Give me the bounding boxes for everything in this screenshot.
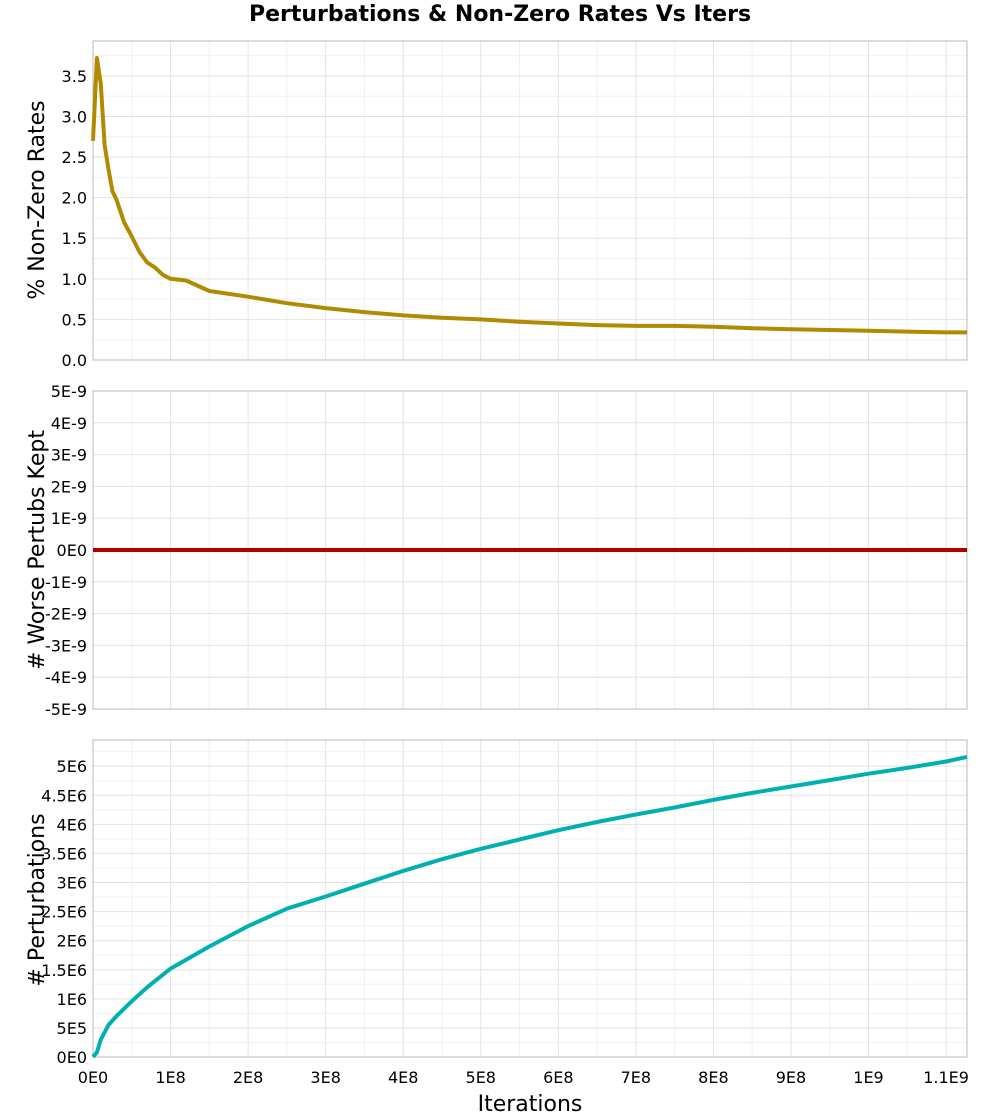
plot-area [93,41,967,360]
y-tick-label: 5E-9 [51,382,87,401]
x-tick-label: 0E0 [78,1068,108,1087]
y-tick-label: 3E6 [57,874,87,893]
y-tick-label: 4E-9 [51,414,87,433]
x-tick-label: 7E8 [621,1068,651,1087]
y-tick-label: 0.0 [62,351,87,370]
x-axis: 0E0 1E8 2E8 3E8 4E8 5E8 6E8 7E8 8E8 9E8 1E9 1.1E9 It… [78,1068,969,1117]
y-tick-label: 3.0 [62,107,87,126]
y-tick-label: -3E-9 [45,636,87,655]
y-tick-label: 1.0 [62,270,87,289]
panel-1: 0.0 0.5 1.0 1.5 2.0 2.5 3.0 3.5 % Non-Zero Rates [25,40,968,370]
y-tick-label: 1E6 [57,990,87,1009]
plot-area [93,740,967,1057]
y-tick-label: -2E-9 [45,605,87,624]
y-tick-label: -4E-9 [45,668,87,687]
series-line [91,56,967,335]
x-tick-label: 8E8 [698,1068,728,1087]
y-tick-label: 3.5E6 [41,844,87,863]
y-axis-label: # Worse Pertubs Kept [25,430,50,670]
x-tick-label: 2E8 [233,1068,263,1087]
y-tick-label: 1.5E6 [41,961,87,980]
y-tick-label: 2E6 [57,932,87,951]
y-tick-label: -5E-9 [45,700,87,719]
y-tick-label: 2.5E6 [41,903,87,922]
plot-frame [92,40,968,361]
y-tick-label: 0E0 [57,1048,87,1067]
x-tick-label: 1E8 [155,1068,185,1087]
x-tick-label: 5E8 [466,1068,496,1087]
panel-2: -5E-9 -4E-9 -3E-9 -2E-9 -1E-9 0E0 1E-9 2E-9 3E-9… [25,382,968,719]
y-tick-label: 0.5 [62,310,87,329]
y-tick-label: 2E-9 [51,477,87,496]
y-tick-label: 5E6 [57,757,87,776]
x-tick-label: 6E8 [543,1068,573,1087]
y-tick-label: 3.5 [62,67,87,86]
y-tick-label: 4.5E6 [41,786,87,805]
y-tick-label: 1E-9 [51,509,87,528]
plot-frame [92,739,968,1058]
x-axis-label: Iterations [478,1092,583,1117]
x-tick-label: 4E8 [388,1068,418,1087]
x-tick-label: 3E8 [310,1068,340,1087]
y-tick-label: -1E-9 [45,573,87,592]
y-tick-label: 0E0 [57,541,87,560]
x-tick-label: 1.1E9 [923,1068,969,1087]
y-axis-label: % Non-Zero Rates [25,100,50,299]
chart-title: Perturbations & Non-Zero Rates Vs Iters [248,2,752,27]
y-tick-label: 2.0 [62,189,87,208]
panel-3: 0E0 5E5 1E6 1.5E6 2E6 2.5E6 3E6 3.5E6 4E6 4.5E6 5E… [25,739,968,1067]
x-tick-label: 1E9 [853,1068,883,1087]
y-axis-label: # Perturbations [25,813,50,986]
y-tick-label: 3E-9 [51,446,87,465]
x-tick-label: 9E8 [776,1068,806,1087]
y-tick-label: 5E5 [57,1019,87,1038]
y-tick-label: 1.5 [62,229,87,248]
series-line [91,754,968,1059]
y-tick-label: 2.5 [62,148,87,167]
y-tick-label: 4E6 [57,815,87,834]
